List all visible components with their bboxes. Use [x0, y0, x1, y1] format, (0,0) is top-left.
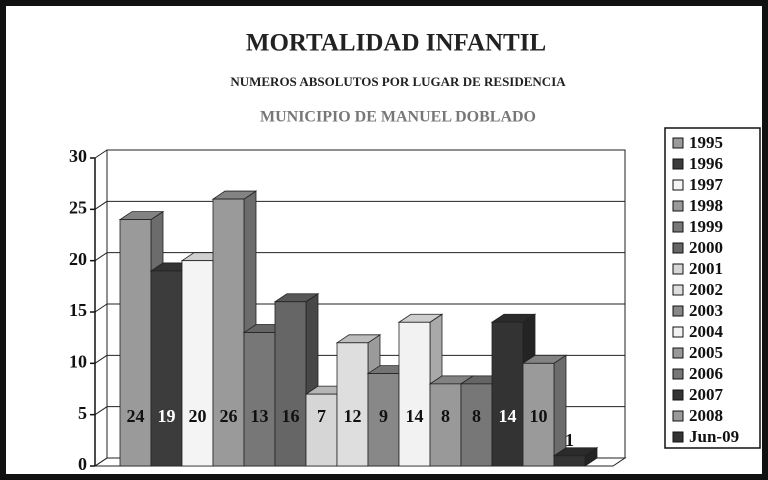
y-tick-label: 0 [78, 454, 87, 474]
legend-swatch [672, 284, 684, 296]
data-label: 26 [220, 406, 238, 426]
bar [243, 332, 276, 467]
legend-label: 1995 [689, 133, 723, 152]
bar [274, 301, 307, 467]
data-label: 7 [317, 406, 326, 426]
legend-label: 2008 [689, 406, 723, 425]
legend-label: 2004 [689, 322, 724, 341]
grid-line [94, 252, 108, 262]
data-label: 14 [499, 406, 517, 426]
legend-swatch [672, 431, 684, 443]
chart-subtitle: NUMEROS ABSOLUTOS POR LUGAR DE RESIDENCI… [230, 74, 566, 89]
grid-line [94, 457, 108, 467]
data-label: 24 [127, 406, 145, 426]
data-label: 16 [282, 406, 300, 426]
legend-label: 2001 [689, 259, 723, 278]
grid-line [94, 303, 108, 313]
bar [460, 383, 493, 467]
bar [553, 455, 586, 467]
legend-swatch [672, 179, 684, 191]
data-label: 9 [379, 406, 388, 426]
legend-swatch [672, 221, 684, 233]
legend-label: 2003 [689, 301, 723, 320]
legend-label: Jun-09 [689, 427, 739, 446]
legend-label: 1996 [689, 154, 723, 173]
legend-swatch [672, 347, 684, 359]
y-tick-label: 15 [69, 300, 87, 320]
bar [491, 321, 524, 467]
legend-label: 2002 [689, 280, 723, 299]
legend-label: 2007 [689, 385, 724, 404]
data-label: 14 [406, 406, 424, 426]
legend-swatch [672, 137, 684, 149]
chart-subtitle: MUNICIPIO DE MANUEL DOBLADO [260, 109, 536, 126]
bar [305, 393, 338, 467]
bar [398, 321, 431, 467]
data-label: 19 [158, 406, 176, 426]
bar [150, 270, 183, 467]
grid-line [94, 149, 108, 159]
legend-label: 2000 [689, 238, 723, 257]
data-label: 8 [472, 406, 481, 426]
bar [181, 260, 214, 467]
y-tick-label: 5 [78, 403, 87, 423]
grid-line [94, 406, 108, 416]
data-label: 1 [565, 430, 574, 450]
grid-line [94, 354, 108, 364]
data-label: 12 [344, 406, 362, 426]
grid-line [94, 200, 108, 210]
legend-swatch [672, 158, 684, 170]
bar [119, 219, 152, 467]
legend-swatch [672, 263, 684, 275]
chart-title: MORTALIDAD INFANTIL [246, 30, 546, 57]
legend-label: 1998 [689, 196, 723, 215]
y-tick-label: 10 [69, 351, 87, 371]
legend-label: 2006 [689, 364, 723, 383]
legend-swatch [672, 326, 684, 338]
bar [336, 342, 369, 467]
y-tick-label: 25 [69, 197, 87, 217]
bar [212, 198, 245, 467]
data-label: 20 [189, 406, 207, 426]
legend-swatch [672, 410, 684, 422]
legend-swatch [672, 242, 684, 254]
legend-swatch [672, 368, 684, 380]
legend-label: 1999 [689, 217, 723, 236]
legend-label: 1997 [689, 175, 724, 194]
legend-swatch [672, 200, 684, 212]
legend-label: 2005 [689, 343, 723, 362]
y-tick-label: 30 [69, 146, 87, 166]
data-label: 10 [530, 406, 548, 426]
legend-swatch [672, 305, 684, 317]
bar [429, 383, 462, 467]
data-label: 8 [441, 406, 450, 426]
data-label: 13 [251, 406, 269, 426]
legend-swatch [672, 389, 684, 401]
y-tick-label: 20 [69, 249, 87, 269]
bar [522, 362, 555, 467]
